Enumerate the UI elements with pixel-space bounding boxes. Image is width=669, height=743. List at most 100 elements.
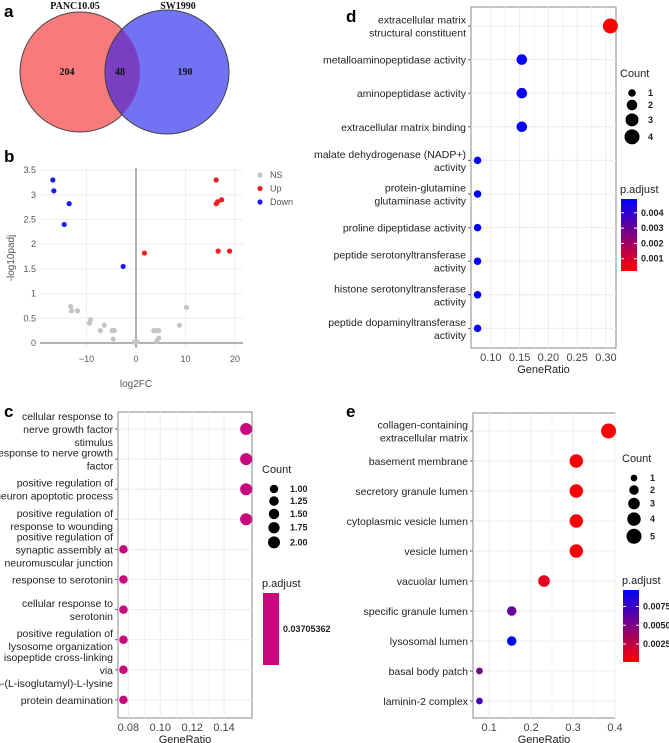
point-down	[51, 188, 57, 194]
venn-set-1-only-count: 204	[60, 67, 75, 78]
term-label: peptide dopaminyltransferase activity	[328, 317, 467, 342]
count-legend-label: 2.00	[290, 537, 308, 547]
dot	[516, 54, 528, 65]
plot-area	[472, 412, 616, 719]
point-ns	[156, 335, 162, 341]
term-label-line: synaptic assembly at	[16, 544, 114, 556]
point-up	[215, 199, 221, 205]
count-legend-dot	[624, 129, 640, 145]
term-label-line: N6-(L-isoglutamyl)-L-lysine	[0, 678, 113, 690]
panel-label-c: c	[4, 402, 13, 421]
x-tick-label: 0.25	[566, 352, 587, 364]
count-legend-dot	[268, 536, 280, 549]
count-legend-label: 2	[650, 485, 655, 495]
x-tick-label: 10	[180, 354, 190, 364]
term-label-line: neuromuscular junction	[4, 557, 113, 569]
term-label: lysosomal lumen	[390, 636, 468, 648]
point-up	[141, 250, 148, 256]
term-label: isopeptide cross-linking via N6-(L-isoglut…	[0, 652, 113, 690]
point-ns	[86, 320, 93, 326]
x-tick-label: 0.3	[565, 722, 580, 734]
count-legend-label: 1.25	[290, 496, 308, 506]
term-label-line: activity	[434, 263, 467, 275]
term-label-line: proline dipeptidase activity	[343, 223, 467, 235]
count-legend-dot	[626, 99, 638, 111]
term-label-line: isopeptide cross-linking	[4, 652, 113, 664]
dotplot-cellular-component: 0.1 0.2 0.3 0.4 GeneRatio collagen-containing…	[347, 412, 669, 743]
point-up	[215, 248, 221, 254]
color-legend-title: p.adjust	[262, 578, 301, 590]
term-label: malate dehydrogenase (NADP+) activity	[314, 149, 467, 174]
count-legend-dot	[627, 512, 641, 526]
x-tick-label: 0.10	[480, 352, 501, 364]
term-label-line: stimulus	[74, 437, 113, 449]
dot	[240, 453, 253, 466]
y-tick-label: 1	[31, 289, 36, 299]
term-label-line: response to nerve growth	[0, 448, 113, 460]
venn-diagram: PANC10.05 SW1990 204 48 190	[19, 1, 230, 135]
term-label-line: response to wounding	[10, 521, 113, 533]
dot	[119, 665, 128, 675]
term-label-line: via	[100, 665, 114, 677]
dotplot-molecular-function: 0.10 0.15 0.20 0.25 0.30 GeneRatio extracellul…	[314, 6, 664, 376]
x-tick-label: 0.2	[523, 722, 538, 734]
x-axis-label: GeneRatio	[517, 364, 570, 376]
term-label-line: histone serotonyltransferase	[334, 283, 466, 295]
dot	[473, 257, 482, 265]
y-tick-label: 3	[31, 190, 36, 200]
count-legend-dot	[628, 497, 640, 510]
legend-marker-down	[257, 199, 263, 205]
count-legend-dot	[626, 528, 642, 544]
panel-label-d: d	[346, 7, 356, 26]
dot	[516, 87, 528, 99]
term-label-line: lysosome organization	[9, 641, 114, 653]
legend-label-ns: NS	[270, 170, 283, 180]
term-label: positive regulation of response to woundi…	[10, 508, 113, 533]
term-label: basal body patch	[389, 666, 469, 678]
term-label-line: basement membrane	[369, 456, 468, 468]
color-legend-title: p.adjust	[622, 575, 661, 587]
y-tick-label: 0	[31, 338, 36, 348]
dot	[473, 156, 482, 165]
dot	[473, 324, 482, 333]
x-tick-label: 0	[133, 354, 138, 364]
dot	[569, 544, 583, 558]
term-label-line: basal body patch	[389, 666, 469, 678]
term-label-line: collagen-containing	[378, 420, 469, 432]
point-ns	[183, 304, 190, 311]
legend-marker-ns	[257, 172, 263, 178]
dot	[473, 291, 482, 299]
term-label: basement membrane	[369, 456, 468, 468]
count-legend-title: Count	[620, 68, 649, 80]
dot	[506, 636, 517, 646]
venn-set-2-only-count: 190	[178, 67, 193, 78]
count-legend-label: 1	[648, 88, 653, 98]
term-label-line: vacuolar lumen	[397, 576, 468, 588]
term-label: secretory granule lumen	[355, 486, 468, 498]
volcano-plot: −10 0 10 20 0 0.5 1 1.5 2 2.5 3 3.5 NS Up Down log2FC -l…	[6, 165, 293, 390]
count-legend-dot	[625, 113, 639, 127]
x-tick-label: 0.20	[538, 352, 559, 364]
count-legend-label: 2	[648, 100, 653, 110]
count-legend-label: 1.00	[290, 484, 308, 494]
x-tick-label: 0.15	[509, 352, 530, 364]
count-legend-dot	[268, 522, 280, 534]
panel-label-e: e	[346, 402, 355, 421]
term-label: protein-glutamine glutaminase activity	[374, 183, 466, 208]
term-label-line: extracellular matrix binding	[341, 122, 466, 134]
term-label: specific granule lumen	[364, 606, 469, 618]
color-legend-bar	[621, 199, 637, 271]
term-label: positive regulation of lysosome organizat…	[9, 628, 114, 653]
x-tick-label: 20	[230, 354, 240, 364]
count-legend-dot	[630, 474, 638, 482]
term-label: proline dipeptidase activity	[343, 223, 467, 235]
dot	[240, 483, 253, 496]
term-label: vacuolar lumen	[397, 576, 468, 588]
dot	[601, 423, 617, 439]
dot	[602, 18, 618, 34]
term-label-line: activity	[434, 296, 467, 308]
y-tick-label: 1.5	[23, 264, 36, 274]
term-label-line: protein-glutamine	[385, 183, 466, 195]
